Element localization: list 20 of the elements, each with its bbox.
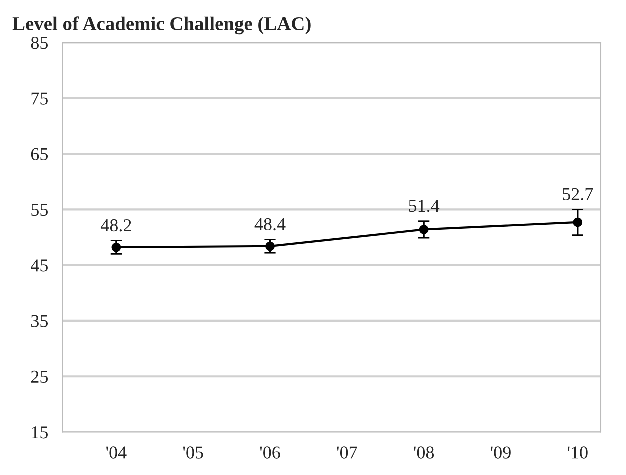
data-label: 48.2 [100,219,132,232]
x-tick-label: '07 [337,446,358,459]
y-tick-label: 45 [31,260,48,272]
chart-title: Level of Academic Challenge (LAC) [12,16,311,35]
data-label: 48.4 [254,218,286,231]
y-tick-label: 65 [31,148,48,160]
y-tick-label: 55 [32,204,48,216]
y-tick-label: 85 [31,37,48,50]
x-tick-label: '09 [491,446,511,459]
x-tick-label: '10 [568,446,588,459]
data-label: 51.4 [409,200,440,212]
y-tick-label: 25 [31,370,48,384]
y-tick-label: 75 [32,92,48,105]
x-tick-label: '04 [106,446,127,459]
y-tick-label: 35 [32,315,48,328]
x-tick-label: '05 [183,446,204,459]
data-label: 52.7 [563,188,594,201]
x-tick-label: '08 [414,446,434,459]
y-tick-label: 15 [32,426,48,439]
x-tick-label: '06 [260,446,280,459]
